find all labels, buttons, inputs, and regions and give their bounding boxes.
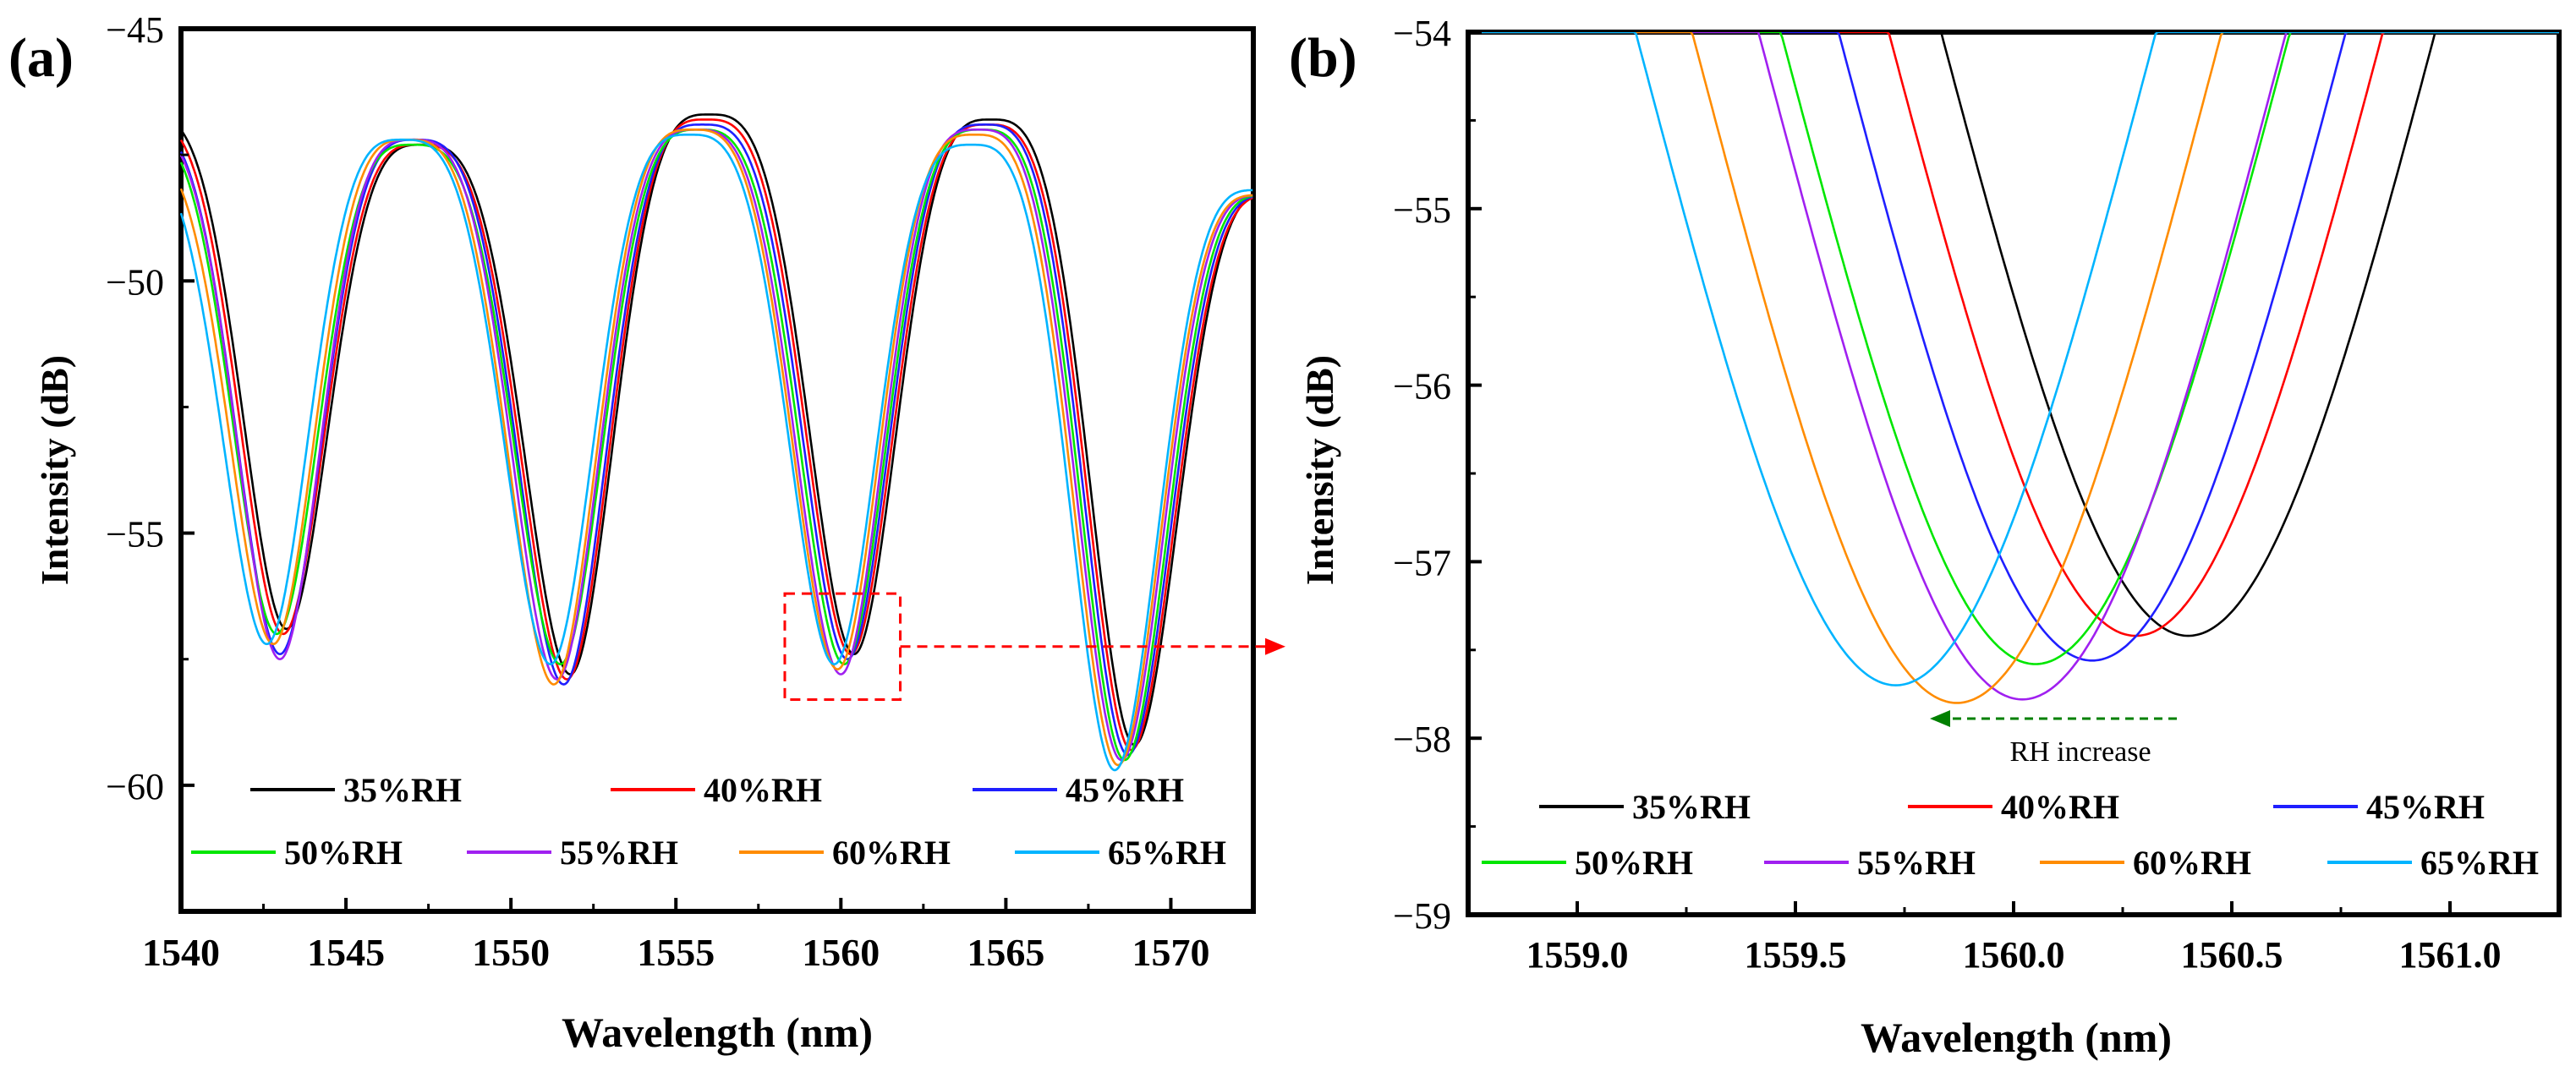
series-line-40%RH xyxy=(179,118,1253,752)
series-line-45%RH xyxy=(1468,32,2559,662)
panel-b: (b) 1559.0 1559.5 1560.0 1560.5 1561.0 −54 −55… xyxy=(1289,13,2562,1061)
panel-a-zoom-annotation xyxy=(783,592,1285,701)
y-tick-label: −45 xyxy=(106,9,164,51)
legend-label: 65%RH xyxy=(1108,834,1226,872)
x-tick-label: 1559.5 xyxy=(1745,934,1847,976)
y-tick-label: −50 xyxy=(106,261,164,303)
legend-label: 50%RH xyxy=(284,834,403,872)
x-tick-label: 1561.0 xyxy=(2399,934,2502,976)
x-tick-label: 1570 xyxy=(1132,931,1209,974)
panel-b-xlabel: Wavelength (nm) xyxy=(1861,1014,2172,1061)
panel-b-legend: 35%RH 40%RH 45%RH 50%RH 55%RH 60%RH 65%RH xyxy=(1482,788,2539,882)
series-line-55%RH xyxy=(179,129,1253,762)
panel-a: (a) 1540 1545 1550 1555 1560 1565 1570 −45 −50 −5… xyxy=(8,9,1285,1056)
trend-label: RH increase xyxy=(2009,736,2151,768)
legend-label: 60%RH xyxy=(832,834,951,872)
panel-a-legend: 35%RH 40%RH 45%RH 50%RH 55%RH 60%RH 65%RH xyxy=(191,771,1226,872)
series-line-65%RH xyxy=(179,134,1253,772)
series-line-55%RH xyxy=(1468,32,2559,701)
series-line-60%RH xyxy=(179,129,1253,767)
panel-a-label: (a) xyxy=(8,27,74,89)
legend-label: 55%RH xyxy=(1857,844,1976,882)
y-tick-label: −55 xyxy=(106,514,164,555)
y-tick-label: −57 xyxy=(1393,542,1451,583)
y-tick-label: −56 xyxy=(1393,366,1451,407)
series-line-60%RH xyxy=(1468,32,2559,704)
x-tick-label: 1560.0 xyxy=(1963,934,2065,976)
series-line-35%RH xyxy=(179,113,1253,747)
panel-b-ylabel: Intensity (dB) xyxy=(1298,355,1341,585)
series-line-45%RH xyxy=(179,123,1253,757)
panel-b-ticks: 1559.0 1559.5 1560.0 1560.5 1561.0 −54 −55 −56 −… xyxy=(1393,13,2561,976)
x-tick-label: 1555 xyxy=(637,931,715,974)
legend-label: 40%RH xyxy=(704,771,822,809)
y-tick-label: −58 xyxy=(1393,719,1451,760)
x-tick-label: 1550 xyxy=(472,931,550,974)
series-line-50%RH xyxy=(1468,32,2559,665)
x-tick-label: 1540 xyxy=(142,931,220,974)
y-tick-label: −55 xyxy=(1393,189,1451,231)
panel-a-frame xyxy=(178,26,1256,914)
series-line-35%RH xyxy=(1468,32,2559,637)
x-tick-label: 1565 xyxy=(967,931,1044,974)
x-tick-label: 1560 xyxy=(802,931,880,974)
legend-label: 40%RH xyxy=(2001,788,2119,826)
panel-b-trend-annotation: RH increase xyxy=(1930,710,2177,768)
legend-label: 60%RH xyxy=(2133,844,2251,882)
legend-label: 65%RH xyxy=(2420,844,2539,882)
series-line-65%RH xyxy=(1468,32,2559,686)
series-line-40%RH xyxy=(1468,32,2559,637)
legend-label: 55%RH xyxy=(560,834,678,872)
panel-b-label: (b) xyxy=(1289,27,1357,89)
trend-arrow-head xyxy=(1930,710,1950,727)
x-tick-label: 1545 xyxy=(307,931,385,974)
legend-label: 50%RH xyxy=(1575,844,1693,882)
y-tick-label: −59 xyxy=(1393,895,1451,937)
panel-a-curves xyxy=(179,113,1253,772)
legend-label: 35%RH xyxy=(343,771,462,809)
zoom-arrow-head xyxy=(1265,637,1285,655)
panel-a-xlabel: Wavelength (nm) xyxy=(562,1009,873,1056)
zoom-box xyxy=(783,592,902,701)
panel-a-ticks: 1540 1545 1550 1555 1560 1565 1570 −45 −50 −55 −60 xyxy=(106,9,1209,974)
panel-b-frame xyxy=(1466,30,2562,917)
x-tick-label: 1560.5 xyxy=(2181,934,2283,976)
legend-label: 45%RH xyxy=(2366,788,2485,826)
legend-label: 35%RH xyxy=(1632,788,1751,826)
y-tick-label: −60 xyxy=(106,766,164,807)
x-tick-label: 1559.0 xyxy=(1526,934,1629,976)
panel-a-ylabel: Intensity (dB) xyxy=(33,355,76,585)
y-tick-label: −54 xyxy=(1393,13,1451,54)
panel-b-curves xyxy=(1468,32,2559,704)
legend-label: 45%RH xyxy=(1066,771,1184,809)
